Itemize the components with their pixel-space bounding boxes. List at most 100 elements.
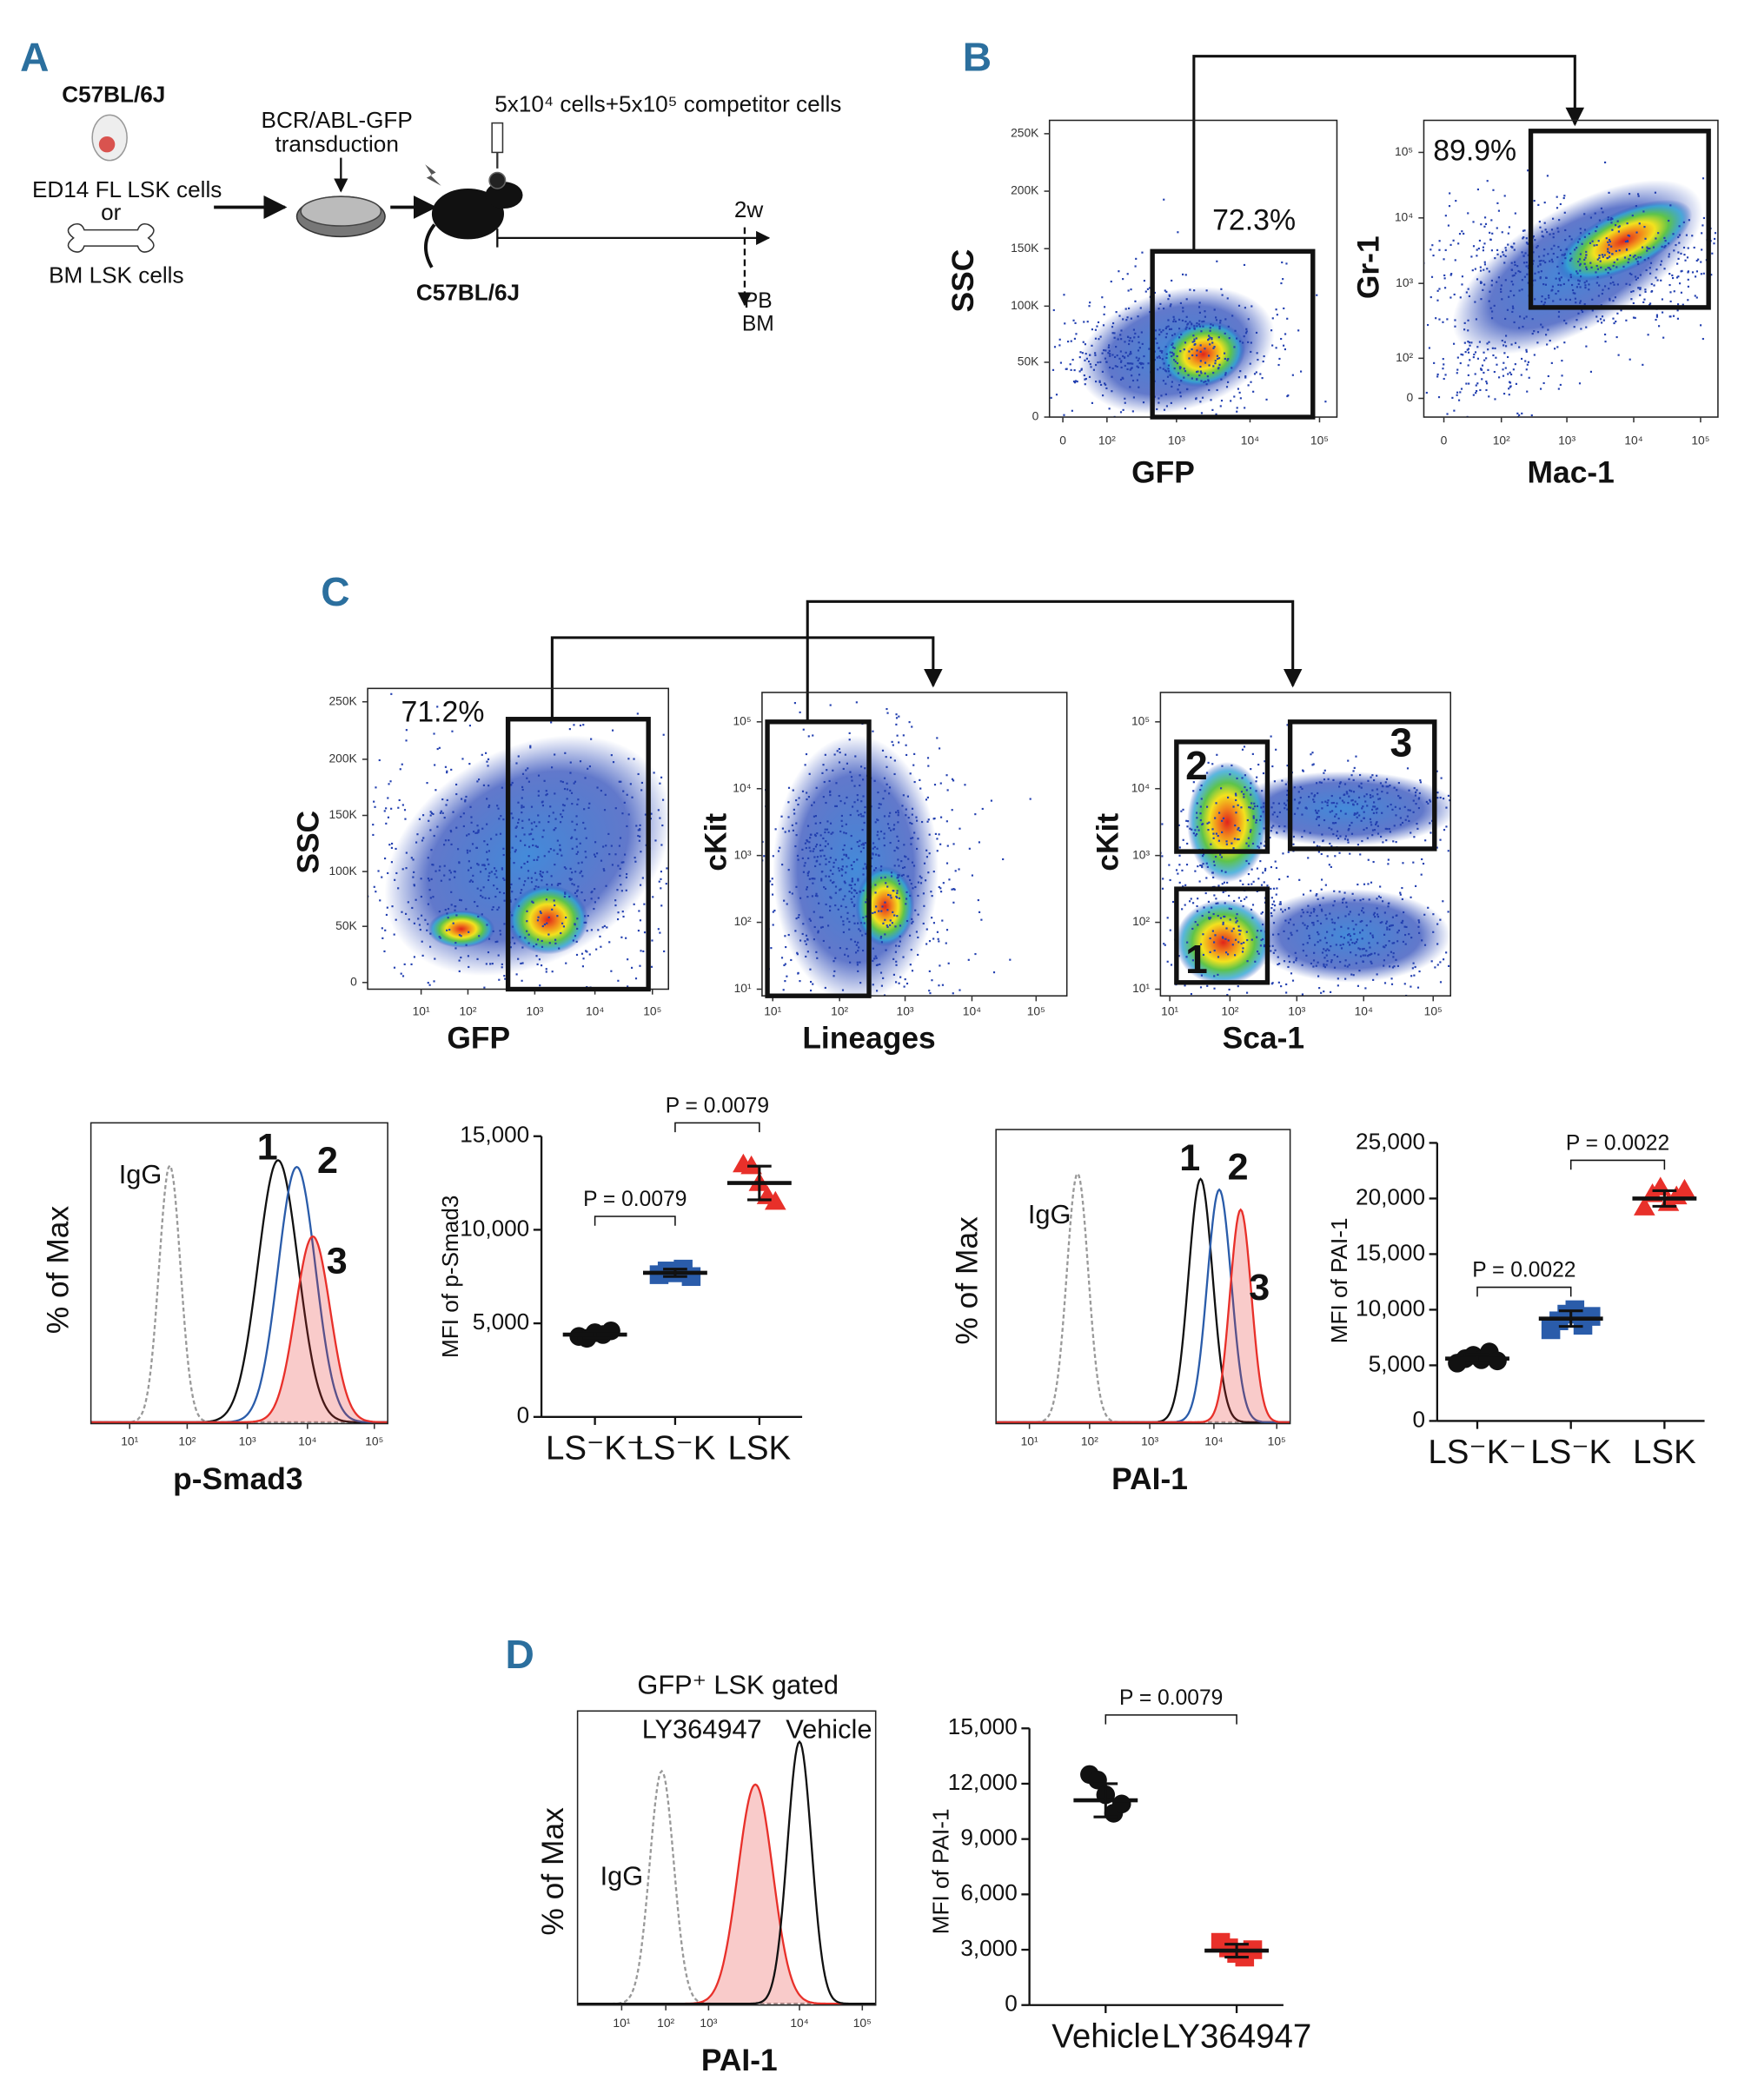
event-dot xyxy=(810,989,813,992)
event-dot xyxy=(1508,394,1510,396)
event-dot xyxy=(1225,843,1228,845)
event-dot xyxy=(1181,869,1184,871)
event-dot xyxy=(426,782,428,785)
y-tick-label: 10⁵ xyxy=(733,713,751,727)
event-dot xyxy=(1225,951,1228,954)
event-dot xyxy=(1608,191,1610,194)
event-dot xyxy=(834,858,837,861)
event-dot xyxy=(1301,813,1304,816)
event-dot xyxy=(1500,290,1503,293)
event-dot xyxy=(1595,264,1598,268)
event-dot xyxy=(858,814,860,817)
event-dot xyxy=(1340,810,1343,812)
event-dot xyxy=(1284,783,1287,785)
event-dot xyxy=(1355,941,1358,944)
event-dot xyxy=(1212,876,1215,878)
y-tick-label: 10⁴ xyxy=(733,780,751,794)
event-dot xyxy=(1321,807,1323,810)
event-dot xyxy=(522,805,525,808)
event-dot xyxy=(541,945,544,948)
event-dot xyxy=(1185,864,1189,866)
event-dot xyxy=(617,979,620,982)
event-dot xyxy=(665,883,667,885)
event-dot xyxy=(1432,931,1435,933)
event-dot xyxy=(539,872,541,875)
x-tick-label: 10⁵ xyxy=(1424,1004,1443,1017)
event-dot xyxy=(862,846,865,850)
event-dot xyxy=(1199,812,1202,815)
event-dot xyxy=(1647,247,1649,250)
event-dot xyxy=(1397,794,1400,798)
event-dot xyxy=(1444,215,1447,217)
event-dot xyxy=(1317,824,1320,826)
event-dot xyxy=(805,955,807,958)
event-dot xyxy=(560,780,562,783)
y-tick-label: 10⁵ xyxy=(1131,713,1150,727)
event-dot xyxy=(873,957,876,960)
event-dot xyxy=(1442,368,1444,370)
event-dot xyxy=(809,837,812,839)
event-dot xyxy=(634,857,636,859)
event-dot xyxy=(819,855,822,858)
event-dot xyxy=(928,990,931,992)
event-dot xyxy=(1186,388,1189,390)
event-dot xyxy=(1648,303,1651,307)
x-tick-label: 10² xyxy=(1098,433,1116,447)
event-dot xyxy=(496,997,498,999)
y-tick-label: 100K xyxy=(1011,298,1039,312)
event-dot xyxy=(444,839,447,842)
event-dot xyxy=(1343,891,1346,894)
event-dot xyxy=(1186,941,1189,944)
event-dot xyxy=(1231,1018,1232,1020)
event-dot xyxy=(1127,335,1130,338)
event-dot xyxy=(1363,811,1365,813)
event-dot xyxy=(1615,320,1617,323)
event-dot xyxy=(1398,807,1402,810)
event-dot xyxy=(471,880,474,883)
event-dot xyxy=(509,946,512,949)
event-dot xyxy=(894,951,898,953)
event-dot xyxy=(1094,337,1098,340)
event-dot xyxy=(659,782,661,785)
event-dot xyxy=(477,915,480,918)
event-dot xyxy=(1570,257,1573,260)
y-tick-label: 6,000 xyxy=(960,1879,1017,1905)
event-dot xyxy=(839,916,843,918)
event-dot xyxy=(862,916,865,919)
event-dot xyxy=(1324,884,1327,886)
event-dot xyxy=(1128,340,1131,342)
event-dot xyxy=(1322,839,1324,842)
event-dot xyxy=(1338,851,1341,854)
event-dot xyxy=(407,901,409,904)
event-dot xyxy=(397,806,400,809)
event-dot xyxy=(576,889,579,891)
event-dot xyxy=(450,843,453,845)
event-dot xyxy=(822,764,825,766)
event-dot xyxy=(747,1020,749,1022)
event-dot xyxy=(602,868,605,871)
event-dot xyxy=(619,837,622,839)
event-dot xyxy=(462,812,465,815)
event-dot xyxy=(1089,363,1091,366)
event-dot xyxy=(697,975,699,977)
event-dot xyxy=(1274,904,1277,907)
event-dot xyxy=(931,979,933,982)
event-dot xyxy=(1389,784,1391,787)
event-dot xyxy=(564,891,567,894)
event-dot xyxy=(1505,335,1508,337)
event-dot xyxy=(438,911,441,913)
event-dot xyxy=(1613,321,1615,325)
event-dot xyxy=(515,973,518,976)
event-dot xyxy=(1187,322,1190,325)
event-dot xyxy=(1072,319,1075,321)
event-dot xyxy=(588,802,591,805)
event-dot xyxy=(1013,220,1015,222)
event-dot xyxy=(1352,803,1355,805)
event-dot xyxy=(1453,938,1455,940)
event-dot xyxy=(1157,368,1159,371)
event-dot xyxy=(1677,275,1680,278)
event-dot xyxy=(925,798,928,801)
event-dot xyxy=(890,871,893,874)
event-dot xyxy=(1404,933,1407,937)
event-dot xyxy=(1183,368,1185,370)
